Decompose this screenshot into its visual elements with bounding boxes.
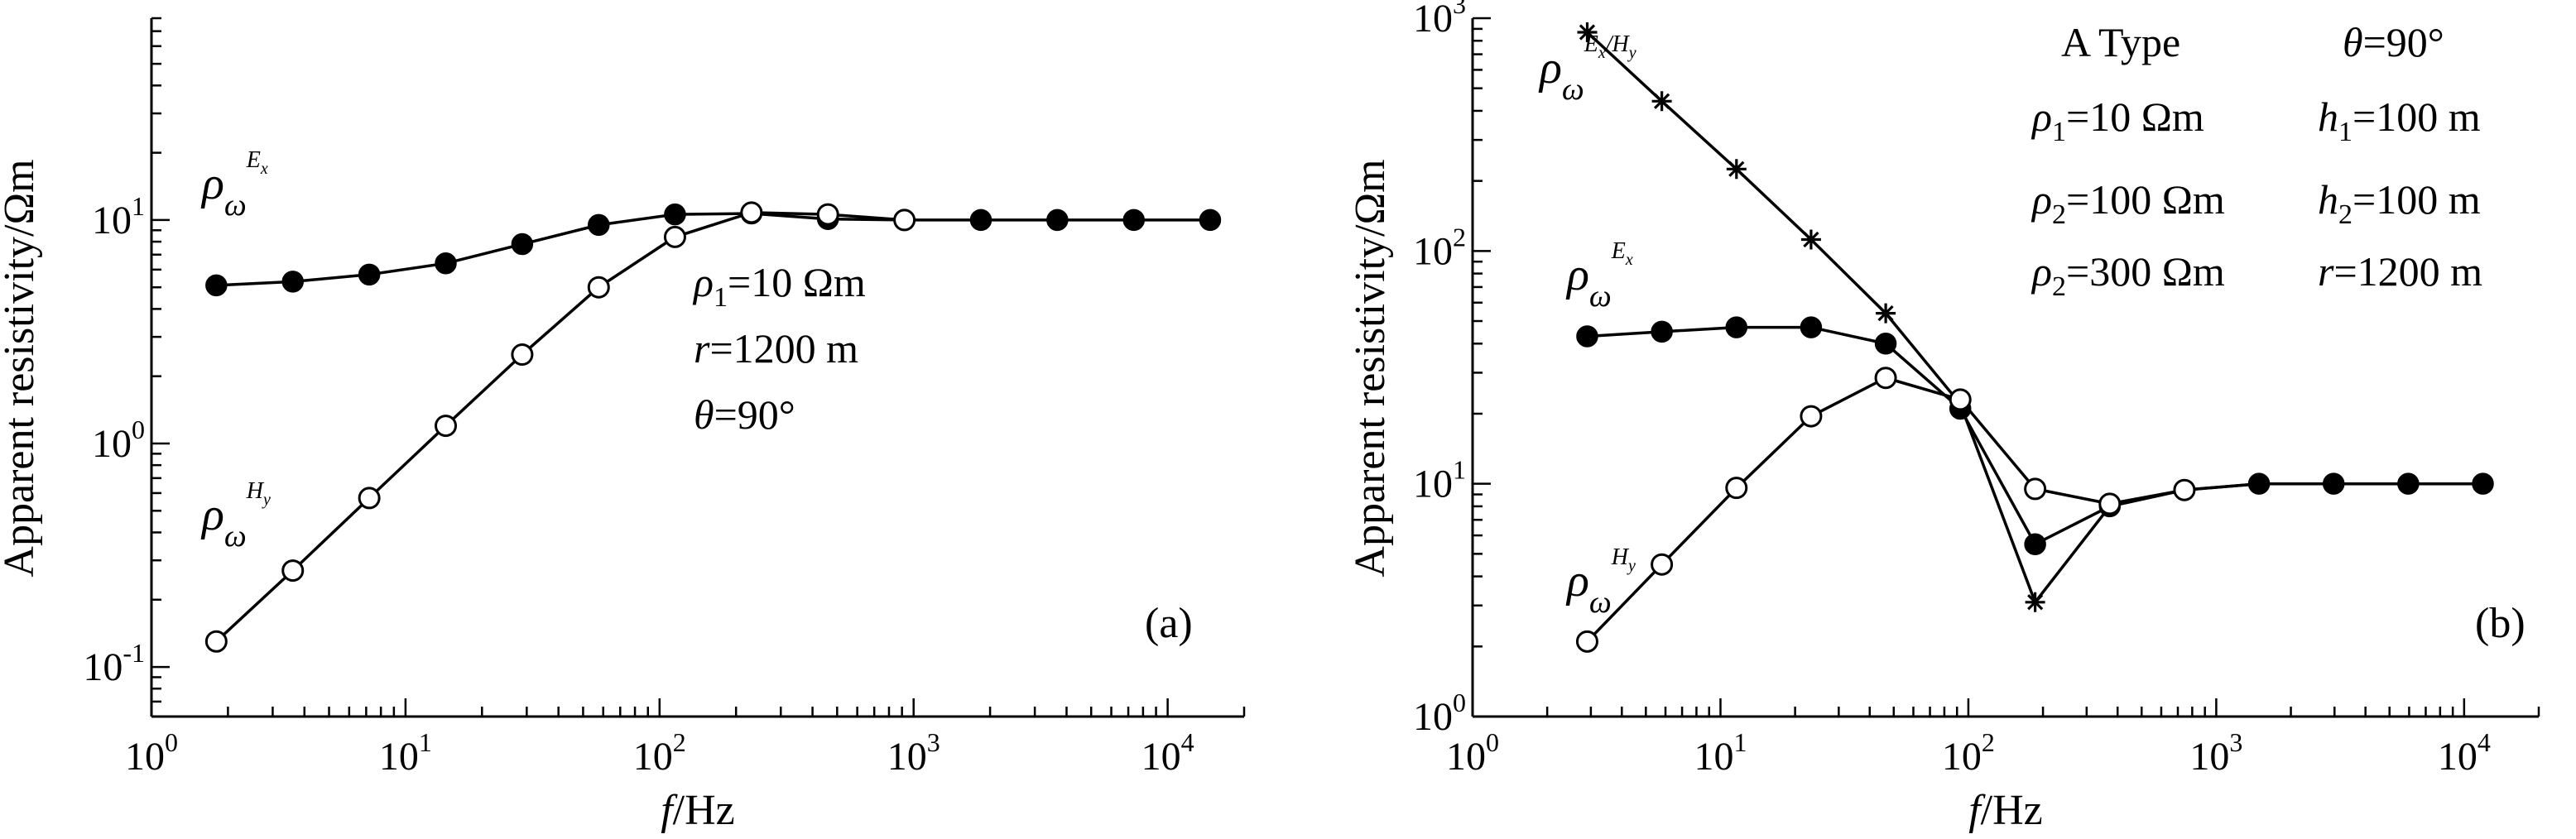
- series-line: [215, 211, 905, 643]
- y-tick-label: 10-1: [83, 638, 145, 689]
- data-point-open-circle: [2098, 492, 2122, 515]
- y-tick-label: 103: [1413, 0, 1466, 41]
- data-point-open-circle: [587, 276, 610, 299]
- y-tick-label: 100: [1413, 688, 1466, 739]
- x-tick-label: 103: [2189, 727, 2242, 779]
- data-point-filled-circle: [1576, 325, 1598, 348]
- data-point-open-circle: [663, 225, 686, 248]
- data-point-open-circle: [1725, 477, 1748, 500]
- data-point-open-circle: [358, 487, 381, 510]
- data-point-filled-circle: [1651, 320, 1673, 343]
- x-tick-label: 102: [1942, 727, 1995, 779]
- annotation: ρ2=100 Ωm: [2031, 176, 2225, 230]
- annotation: r=1200 m: [694, 325, 858, 372]
- series-label: ρωEx: [1565, 238, 1633, 314]
- series-line: [1586, 376, 2185, 643]
- annotation: θ=90°: [2343, 19, 2444, 65]
- data-point-open-circle: [1651, 553, 1674, 576]
- data-point-open-circle: [816, 203, 839, 226]
- data-point-open-circle: [893, 209, 916, 232]
- x-tick-label: 100: [125, 727, 178, 779]
- data-point-open-circle: [2024, 477, 2047, 501]
- data-point-star: [2025, 592, 2045, 612]
- y-tick-label: 101: [1413, 455, 1466, 506]
- y-axis-label: Apparent resistivity/Ωm: [1347, 159, 1394, 577]
- data-point-filled-circle: [435, 252, 457, 275]
- data-point-filled-circle: [1046, 209, 1069, 232]
- annotation: θ=90°: [694, 391, 795, 438]
- x-tick-label: 100: [1446, 727, 1499, 779]
- panel-label: (a): [1145, 600, 1193, 647]
- data-point-open-circle: [204, 630, 228, 653]
- annotation: ρ1=10 Ωm: [692, 259, 866, 313]
- data-point-filled-circle: [511, 233, 534, 256]
- chart-panel-a: 100 101 102 103 104 10-1 100 101 f/Hz Apparent re…: [0, 17, 1246, 834]
- series-label: ρωEx/Hy: [1538, 31, 1636, 107]
- data-point-star: [1651, 91, 1672, 112]
- data-point-open-circle: [435, 415, 458, 438]
- data-point-star: [1876, 303, 1896, 324]
- series-line: [216, 212, 1210, 287]
- series-label: ρωHy: [200, 478, 271, 554]
- chart-panel-b: 100 101 102 103 104 100 101 102 103 f/Hz Apparent …: [1347, 0, 2540, 834]
- annotation: h2=100 m: [2318, 176, 2481, 230]
- data-point-star: [1726, 159, 1747, 180]
- data-point-open-circle: [1800, 405, 1823, 428]
- data-point-filled-circle: [1874, 333, 1897, 355]
- x-tick-label: 104: [1141, 727, 1194, 779]
- x-axis-label: f/Hz: [661, 787, 735, 834]
- x-axis-label: f/Hz: [1968, 787, 2043, 834]
- series-line: [1587, 325, 2483, 547]
- series-label: ρωEx: [200, 147, 268, 223]
- data-point-open-circle: [511, 343, 534, 367]
- data-point-filled-circle: [2472, 472, 2494, 495]
- data-point-filled-circle: [969, 209, 992, 232]
- annotation: ρ2=300 Ωm: [2031, 248, 2225, 302]
- annotation: ρ1=10 Ωm: [2031, 93, 2204, 147]
- x-tick-label: 102: [633, 727, 686, 779]
- y-tick-label: 102: [1413, 222, 1466, 273]
- data-point-open-circle: [740, 201, 763, 224]
- data-point-open-circle: [1949, 388, 1972, 411]
- x-tick-label: 103: [887, 727, 940, 779]
- y-tick-label: 101: [92, 191, 145, 242]
- x-tick-label: 101: [379, 727, 432, 779]
- data-point-filled-circle: [205, 274, 228, 297]
- data-point-filled-circle: [1725, 316, 1748, 338]
- data-point-filled-circle: [2322, 472, 2345, 495]
- data-point-open-circle: [1575, 630, 1598, 653]
- data-point-open-circle: [281, 559, 305, 583]
- data-point-filled-circle: [281, 271, 304, 293]
- annotation: r=1200 m: [2318, 248, 2482, 295]
- data-point-star: [1577, 22, 1598, 42]
- data-point-filled-circle: [2397, 472, 2420, 495]
- data-point-filled-circle: [1199, 209, 1222, 232]
- data-point-open-circle: [1874, 367, 1897, 390]
- data-point-filled-circle: [664, 203, 686, 226]
- data-point-filled-circle: [2024, 533, 2046, 555]
- panel-label: (b): [2475, 600, 2526, 647]
- series-label: ρωHy: [1565, 544, 1636, 620]
- y-tick-label: 100: [92, 415, 145, 466]
- annotation: A Type: [2061, 19, 2180, 65]
- y-axis-label: Apparent resistivity/Ωm: [0, 159, 43, 577]
- data-point-filled-circle: [588, 213, 610, 237]
- data-point-filled-circle: [2247, 472, 2271, 495]
- data-point-star: [1800, 229, 1821, 250]
- data-point-filled-circle: [1800, 316, 1823, 338]
- x-tick-label: 104: [2438, 727, 2491, 779]
- data-point-filled-circle: [358, 263, 381, 286]
- data-point-open-circle: [2173, 478, 2196, 501]
- x-tick-label: 101: [1694, 727, 1747, 779]
- data-point-filled-circle: [1122, 209, 1146, 232]
- annotation: h1=100 m: [2318, 93, 2481, 147]
